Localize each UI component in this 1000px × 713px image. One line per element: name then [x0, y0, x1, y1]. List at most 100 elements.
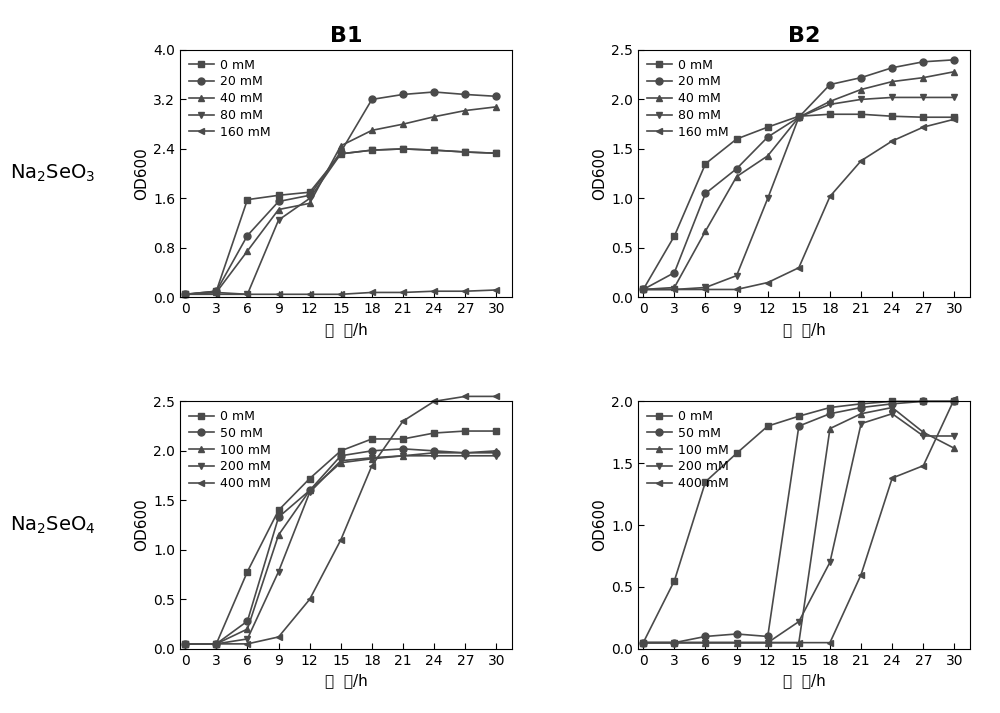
0 mM [699, 160, 711, 168]
40 mM [731, 173, 743, 181]
50 mM [490, 448, 502, 457]
Line: 400 mM: 400 mM [182, 393, 500, 647]
400 mM [699, 638, 711, 647]
0 mM [428, 146, 440, 155]
200 mM [366, 453, 378, 462]
40 mM [948, 68, 960, 76]
80 mM [668, 285, 680, 294]
20 mM [210, 287, 222, 295]
Y-axis label: OD600: OD600 [592, 148, 607, 200]
50 mM [179, 640, 191, 648]
200 mM [668, 638, 680, 647]
Text: Na$_2$SeO$_4$: Na$_2$SeO$_4$ [10, 515, 96, 535]
20 mM [793, 113, 805, 121]
100 mM [335, 458, 347, 467]
80 mM [428, 146, 440, 155]
160 mM [699, 285, 711, 294]
100 mM [886, 404, 898, 412]
80 mM [917, 93, 929, 102]
160 mM [731, 285, 743, 294]
0 mM [668, 577, 680, 585]
400 mM [948, 394, 960, 403]
Title: B2: B2 [788, 26, 820, 46]
0 mM [304, 188, 316, 197]
200 mM [490, 451, 502, 460]
400 mM [824, 638, 836, 647]
400 mM [335, 535, 347, 544]
Line: 50 mM: 50 mM [182, 446, 500, 647]
80 mM [490, 149, 502, 158]
400 mM [304, 595, 316, 604]
0 mM [459, 148, 471, 156]
40 mM [668, 283, 680, 292]
160 mM [273, 290, 285, 299]
160 mM [824, 192, 836, 200]
0 mM [273, 506, 285, 515]
400 mM [428, 397, 440, 406]
0 mM [210, 287, 222, 295]
50 mM [824, 409, 836, 418]
Line: 80 mM: 80 mM [182, 145, 500, 298]
40 mM [855, 86, 867, 94]
100 mM [179, 640, 191, 648]
400 mM [731, 638, 743, 647]
100 mM [855, 409, 867, 418]
Line: 40 mM: 40 mM [640, 68, 958, 293]
100 mM [762, 638, 774, 647]
200 mM [179, 640, 191, 648]
80 mM [366, 146, 378, 155]
50 mM [637, 638, 649, 647]
40 mM [637, 285, 649, 294]
0 mM [793, 412, 805, 421]
400 mM [179, 640, 191, 648]
0 mM [210, 640, 222, 648]
Y-axis label: OD600: OD600 [134, 498, 149, 551]
20 mM [917, 58, 929, 66]
X-axis label: 时  间/h: 时 间/h [325, 322, 367, 337]
400 mM [793, 638, 805, 647]
40 mM [762, 152, 774, 160]
100 mM [668, 638, 680, 647]
Line: 20 mM: 20 mM [182, 88, 500, 298]
40 mM [824, 97, 836, 106]
200 mM [304, 488, 316, 497]
100 mM [637, 638, 649, 647]
40 mM [428, 113, 440, 121]
Line: 200 mM: 200 mM [182, 452, 500, 647]
160 mM [179, 290, 191, 299]
40 mM [273, 205, 285, 214]
Line: 20 mM: 20 mM [640, 56, 958, 293]
80 mM [273, 216, 285, 225]
20 mM [855, 73, 867, 82]
160 mM [668, 285, 680, 294]
200 mM [948, 431, 960, 440]
20 mM [886, 63, 898, 72]
80 mM [241, 290, 253, 299]
0 mM [459, 427, 471, 436]
0 mM [824, 110, 836, 118]
0 mM [637, 638, 649, 647]
Line: 0 mM: 0 mM [182, 145, 500, 298]
200 mM [397, 451, 409, 460]
20 mM [179, 290, 191, 299]
80 mM [699, 283, 711, 292]
0 mM [762, 123, 774, 131]
200 mM [699, 638, 711, 647]
0 mM [948, 113, 960, 121]
80 mM [397, 145, 409, 153]
40 mM [699, 227, 711, 235]
80 mM [210, 288, 222, 297]
80 mM [886, 93, 898, 102]
40 mM [793, 113, 805, 121]
100 mM [241, 625, 253, 633]
160 mM [397, 288, 409, 297]
Legend: 0 mM, 50 mM, 100 mM, 200 mM, 400 mM: 0 mM, 50 mM, 100 mM, 200 mM, 400 mM [644, 408, 731, 493]
200 mM [917, 431, 929, 440]
0 mM [637, 285, 649, 294]
Title: B1: B1 [330, 26, 362, 46]
0 mM [917, 397, 929, 406]
100 mM [304, 486, 316, 495]
100 mM [210, 640, 222, 648]
20 mM [304, 191, 316, 200]
20 mM [731, 165, 743, 173]
